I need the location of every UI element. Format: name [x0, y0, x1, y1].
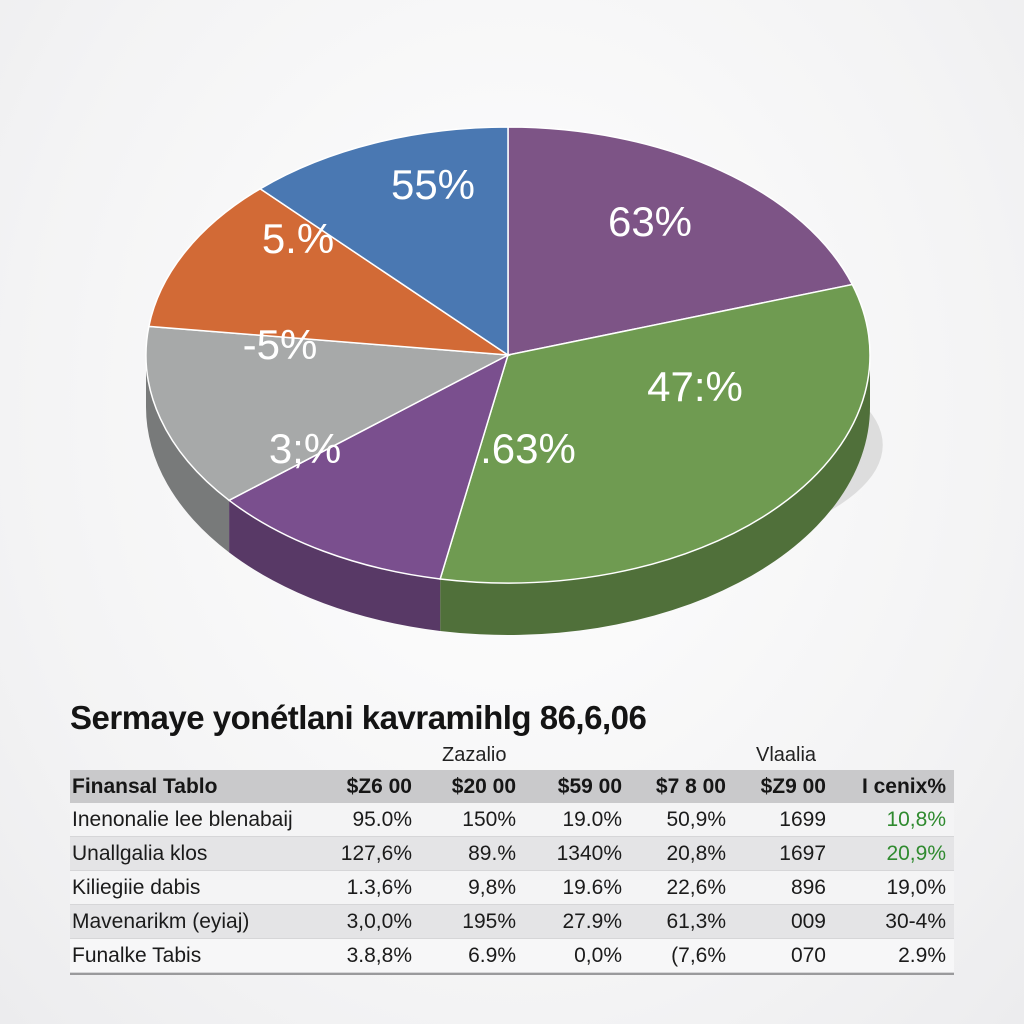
table-cell-change: 20,9%: [834, 836, 954, 871]
table-bottom-rule: [70, 973, 954, 975]
financial-table: Finansal Tablo $Z6 00 $20 00 $59 00 $7 8…: [70, 770, 954, 973]
table-cell: 896: [734, 870, 834, 905]
column-header: I cenix%: [861, 774, 946, 798]
pie-slice-label: 3;%: [269, 425, 341, 472]
table-header-row: Finansal Tablo $Z6 00 $20 00 $59 00 $7 8…: [70, 770, 954, 803]
table-cell: Inenonalie lee blenabaij: [70, 803, 320, 837]
group-header-row: Zazalio Vlaalia: [70, 744, 954, 770]
table-cell: 070: [734, 938, 834, 973]
column-header: $Z6 00: [346, 774, 412, 798]
table-title: Sermaye yonétlani kavramihlg 86,6,06: [70, 699, 647, 736]
table-cell: (7,6%: [630, 938, 734, 973]
table-cell-change: 10,8%: [834, 803, 954, 837]
table-cell: 27.9%: [524, 904, 630, 939]
table-cell: 1699: [734, 803, 834, 837]
table-cell: 1340%: [524, 836, 630, 871]
table-cell: 1.3,6%: [320, 870, 420, 905]
column-header: Finansal Tablo: [72, 774, 218, 798]
table-cell: 3.8,8%: [320, 938, 420, 973]
pie-slice: [227, 353, 510, 580]
table-cell: Funalke Tabis: [70, 938, 320, 973]
column-header: $7 8 00: [655, 774, 726, 798]
table-cell-change: 2.9%: [834, 938, 954, 973]
pie-slice-label: -5%: [243, 321, 318, 368]
table-cell-change: 19,0%: [834, 870, 954, 905]
pie-slice-label: 63%: [608, 198, 692, 245]
table-cell: 19.0%: [524, 803, 630, 837]
table-cell: 0,0%: [524, 938, 630, 973]
pie-slice-label: .63%: [480, 425, 576, 472]
table-cell: 22,6%: [630, 870, 734, 905]
pie-slice-label: 55%: [391, 161, 475, 208]
table-cell: 195%: [420, 904, 524, 939]
group-header-2: Vlaalia: [756, 744, 817, 766]
table-cell: Mavenarikm (eyiaj): [70, 904, 320, 939]
table-cell: 61,3%: [630, 904, 734, 939]
pie-slice: [145, 325, 511, 502]
column-header: $Z9 00: [760, 774, 826, 798]
pie-slice-label: 5.%: [262, 215, 334, 262]
pie-slice: [147, 187, 511, 356]
table-cell: 50,9%: [630, 803, 734, 837]
table-cell: 009: [734, 904, 834, 939]
pie-slice: [507, 126, 854, 356]
table-row: Mavenarikm (eyiaj) 3,0,0% 195% 27.9% 61,…: [70, 904, 954, 939]
table-cell: 150%: [420, 803, 524, 837]
pie-slice: [439, 283, 871, 584]
column-header: $20 00: [451, 774, 516, 798]
table-row: Kiliegiie dabis 1.3,6% 9,8% 19.6% 22,6% …: [70, 870, 954, 905]
table-cell: 6.9%: [420, 938, 524, 973]
table-cell: 9,8%: [420, 870, 524, 905]
table-cell: 89.%: [420, 836, 524, 871]
table-cell: 19.6%: [524, 870, 630, 905]
financial-table-section: Sermaye yonétlani kavramihlg 86,6,06 Zaz…: [70, 698, 954, 975]
table-cell: 3,0,0%: [320, 904, 420, 939]
table-cell: 95.0%: [320, 803, 420, 837]
table-row: Unallgalia klos 127,6% 89.% 1340% 20,8% …: [70, 836, 954, 871]
pie-slice-side: [229, 500, 441, 631]
table-cell: Kiliegiie dabis: [70, 870, 320, 905]
table-cell: 20,8%: [630, 836, 734, 871]
pie-chart-svg: 63% 47:% .63% 3;% -5% 5.% 55%: [145, 126, 883, 635]
table-cell: 127,6%: [320, 836, 420, 871]
pie-slice-label: 47:%: [647, 363, 743, 410]
pie-slice-side: [440, 355, 870, 635]
table-cell-change: 30-4%: [834, 904, 954, 939]
pie-slice-side: [146, 355, 230, 553]
table-row: Inenonalie lee blenabaij 95.0% 150% 19.0…: [70, 803, 954, 837]
group-header-1: Zazalio: [442, 744, 507, 766]
table-cell: 1697: [734, 836, 834, 871]
pie-slice: [258, 126, 509, 357]
table-cell: Unallgalia klos: [70, 836, 320, 871]
table-row: Funalke Tabis 3.8,8% 6.9% 0,0% (7,6% 070…: [70, 938, 954, 973]
pie-chart: 63% 47:% .63% 3;% -5% 5.% 55%: [145, 126, 883, 635]
column-header: $59 00: [557, 774, 622, 798]
